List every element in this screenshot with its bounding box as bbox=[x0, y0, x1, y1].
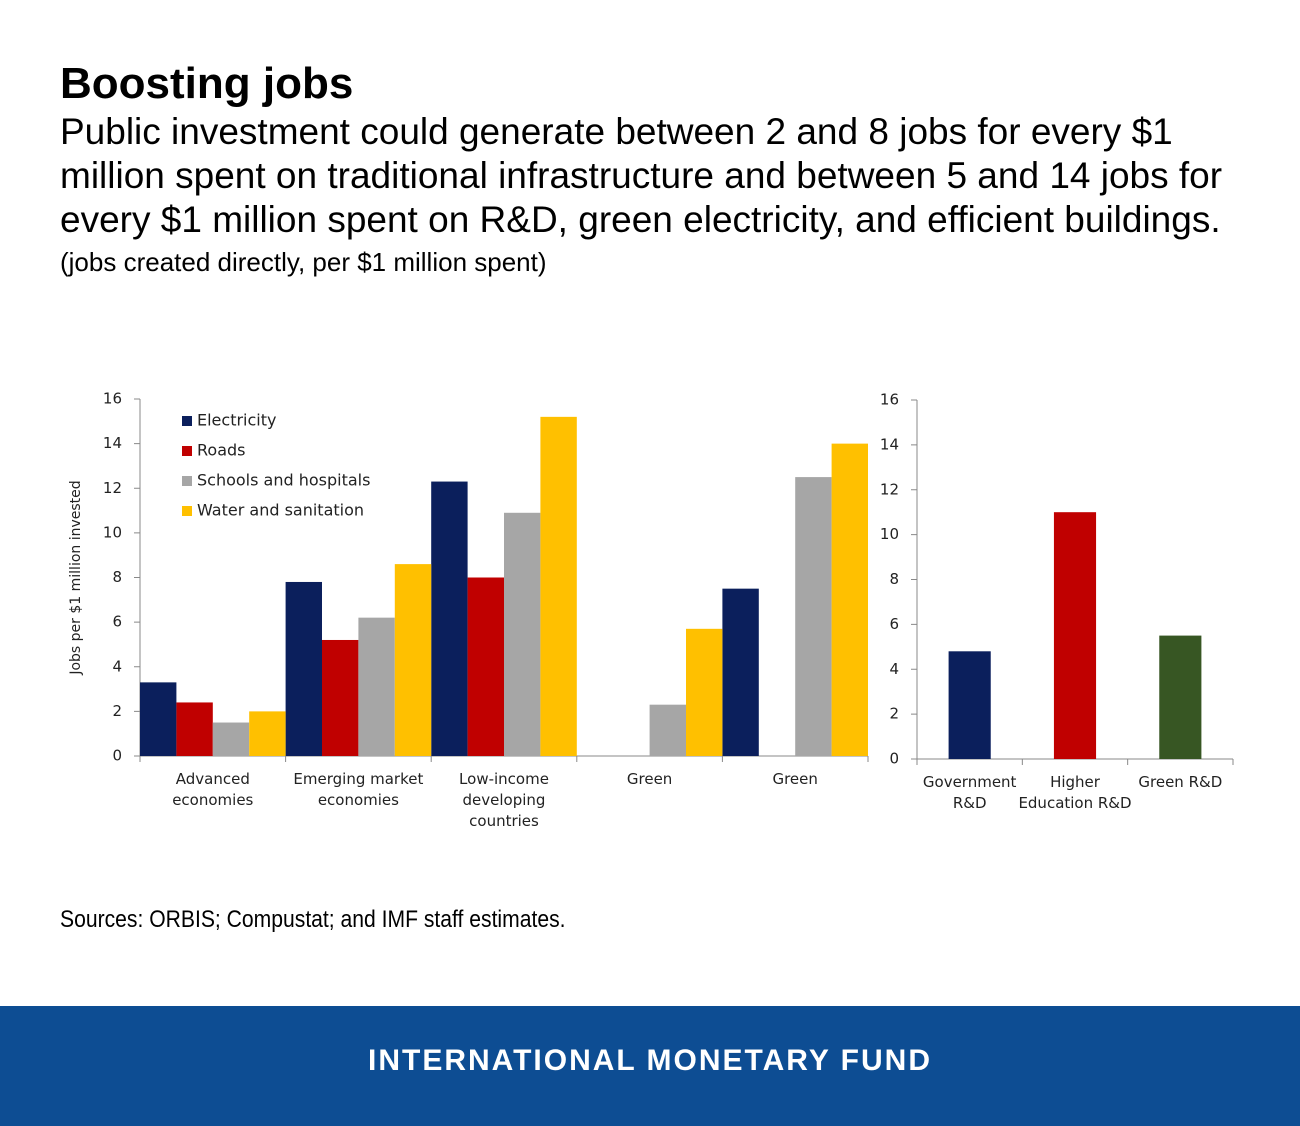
x-tick-label: Green R&D bbox=[1138, 773, 1222, 791]
y-tick-label: 4 bbox=[112, 657, 122, 675]
y-tick-label: 10 bbox=[880, 525, 899, 543]
bar bbox=[1053, 512, 1097, 759]
legend-label: Roads bbox=[197, 441, 245, 460]
x-tick-label: Green bbox=[627, 770, 672, 788]
bar bbox=[467, 577, 504, 756]
bar bbox=[948, 651, 991, 759]
bar bbox=[140, 682, 177, 756]
legend-swatch bbox=[182, 416, 192, 426]
legend-label: Water and sanitation bbox=[197, 501, 364, 520]
bar bbox=[212, 722, 250, 756]
bar bbox=[431, 481, 468, 756]
y-tick-label: 6 bbox=[112, 613, 122, 631]
bar bbox=[795, 477, 832, 756]
y-tick-label: 8 bbox=[889, 570, 899, 588]
y-tick-label: 0 bbox=[889, 750, 899, 768]
y-tick-label: 10 bbox=[103, 523, 122, 541]
y-tick-label: 6 bbox=[889, 615, 899, 633]
title: Boosting jobs bbox=[60, 59, 354, 108]
y-tick-label: 12 bbox=[880, 480, 899, 498]
charts: 0 2 4 6 8 10 12 14 16 Advanced economies Emerging m… bbox=[68, 390, 1234, 830]
x-tick-label: Advanced economies bbox=[172, 770, 253, 809]
bar bbox=[358, 617, 395, 756]
x-tick-label: Government R&D bbox=[923, 773, 1017, 812]
bar bbox=[649, 704, 686, 756]
y-tick-label: 14 bbox=[103, 434, 122, 452]
bar bbox=[831, 443, 868, 756]
y-tick-label: 12 bbox=[103, 479, 122, 497]
header: Boosting jobs Public investment could ge… bbox=[60, 58, 1260, 282]
subtitle: Public investment could generate between… bbox=[60, 111, 1223, 240]
y-tick-label: 0 bbox=[112, 747, 122, 765]
bar bbox=[686, 628, 723, 756]
note: (jobs created directly, per $1 million s… bbox=[60, 247, 547, 277]
x-tick-label: Emerging market economies bbox=[293, 770, 423, 809]
bar bbox=[504, 512, 541, 756]
bar bbox=[394, 564, 432, 756]
bar bbox=[1159, 635, 1202, 759]
y-tick-label: 14 bbox=[880, 435, 899, 453]
legend-label: Electricity bbox=[197, 411, 276, 430]
bar bbox=[722, 588, 759, 756]
x-tick-label: Green bbox=[772, 770, 817, 788]
x-tick-label: Low-income developing countries bbox=[459, 770, 549, 830]
bar bbox=[285, 581, 322, 756]
source: Sources: ORBIS; Compustat; and IMF staff… bbox=[60, 906, 566, 933]
legend-label: Schools and hospitals bbox=[197, 471, 370, 490]
y-tick-label: 16 bbox=[880, 391, 899, 409]
x-tick-label: Higher Education R&D bbox=[1018, 773, 1131, 812]
footer: INTERNATIONAL MONETARY FUND bbox=[0, 1006, 1300, 1126]
y-tick-label: 8 bbox=[112, 568, 122, 586]
y-tick-label: 16 bbox=[103, 390, 122, 408]
y-tick-label: 2 bbox=[889, 705, 899, 723]
legend-swatch bbox=[182, 506, 192, 516]
legend-swatch bbox=[182, 446, 192, 456]
bar bbox=[540, 416, 577, 756]
bar bbox=[176, 702, 213, 756]
bar bbox=[322, 639, 359, 756]
bar bbox=[249, 711, 286, 756]
y-tick-label: 4 bbox=[889, 660, 899, 678]
y-axis-label: Jobs per $1 million invested bbox=[68, 480, 84, 675]
y-tick-label: 2 bbox=[112, 702, 122, 720]
legend-swatch bbox=[182, 476, 192, 486]
